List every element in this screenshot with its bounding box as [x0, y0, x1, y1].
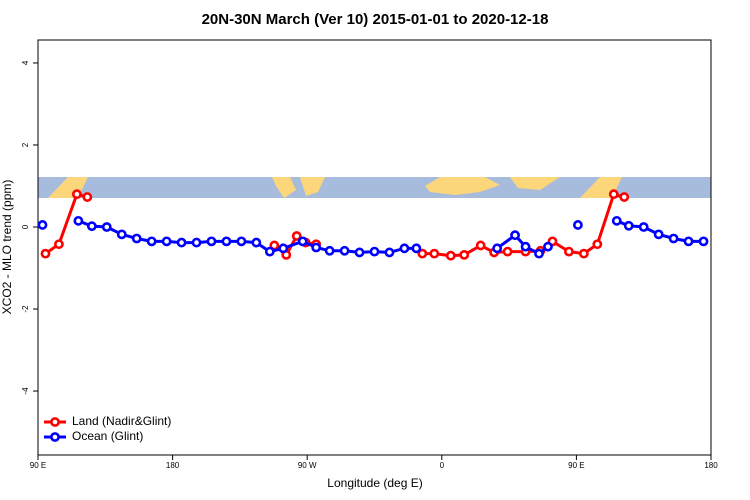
point	[429, 248, 440, 259]
point	[221, 236, 232, 247]
point	[354, 247, 365, 258]
y-tick-label: 2	[21, 142, 30, 147]
y-tick-label: -4	[21, 387, 30, 395]
point	[475, 240, 486, 251]
point	[399, 243, 410, 254]
y-tick-label: -2	[21, 305, 30, 313]
y-tick-label: 0	[21, 224, 30, 229]
x-tick-label: 180	[166, 461, 180, 470]
point	[592, 239, 603, 250]
point	[297, 236, 308, 247]
chart-title: 20N-30N March (Ver 10) 2015-01-01 to 202…	[202, 11, 549, 28]
point	[339, 245, 350, 256]
point	[264, 246, 275, 257]
point	[623, 220, 634, 231]
x-tick-label: 90 E	[30, 461, 46, 470]
point	[534, 248, 544, 259]
point	[543, 241, 553, 252]
point	[638, 222, 649, 232]
point	[564, 246, 574, 257]
point	[445, 250, 456, 261]
point	[236, 236, 247, 247]
point	[369, 246, 380, 257]
x-tick-label: 90 W	[298, 461, 317, 470]
point	[619, 192, 630, 202]
point	[502, 246, 513, 257]
x-tick-label: 90 E	[568, 461, 584, 470]
plot-box	[37, 39, 712, 456]
point	[54, 239, 64, 250]
point	[82, 192, 93, 202]
point	[417, 248, 428, 259]
point	[146, 236, 157, 247]
y-tick-label: 4	[21, 60, 30, 65]
legend-marker	[50, 432, 60, 442]
point	[510, 230, 520, 241]
point	[611, 215, 622, 226]
point	[191, 237, 202, 248]
legend-label: Ocean (Glint)	[72, 429, 143, 443]
point	[608, 189, 619, 200]
point	[101, 222, 112, 232]
y-axis-label: XCO2 - MLO trend (ppm)	[0, 180, 14, 315]
point	[578, 248, 589, 259]
point	[668, 233, 679, 244]
map-strip	[38, 177, 711, 198]
point	[520, 241, 531, 252]
legend-marker	[50, 417, 60, 427]
point	[37, 220, 48, 230]
point	[206, 236, 217, 247]
point	[572, 220, 583, 230]
point	[116, 229, 127, 240]
legend-label: Land (Nadir&Glint)	[72, 414, 171, 428]
point	[384, 247, 395, 258]
point	[411, 243, 422, 254]
point	[492, 243, 503, 254]
x-tick-label: 180	[704, 461, 718, 470]
point	[459, 249, 470, 260]
point	[40, 248, 51, 259]
point	[73, 215, 84, 226]
point	[683, 236, 694, 247]
point	[278, 243, 289, 254]
point	[161, 236, 172, 247]
point	[131, 233, 142, 244]
point	[71, 189, 82, 200]
x-tick-label: 0	[440, 461, 445, 470]
point	[311, 242, 322, 253]
point	[291, 231, 302, 241]
point	[176, 237, 187, 248]
point	[251, 237, 262, 248]
point	[324, 245, 335, 256]
point	[86, 221, 97, 232]
point	[698, 236, 709, 247]
x-axis-label: Longitude (deg E)	[327, 476, 422, 490]
series-line	[44, 192, 625, 258]
point	[653, 229, 664, 240]
